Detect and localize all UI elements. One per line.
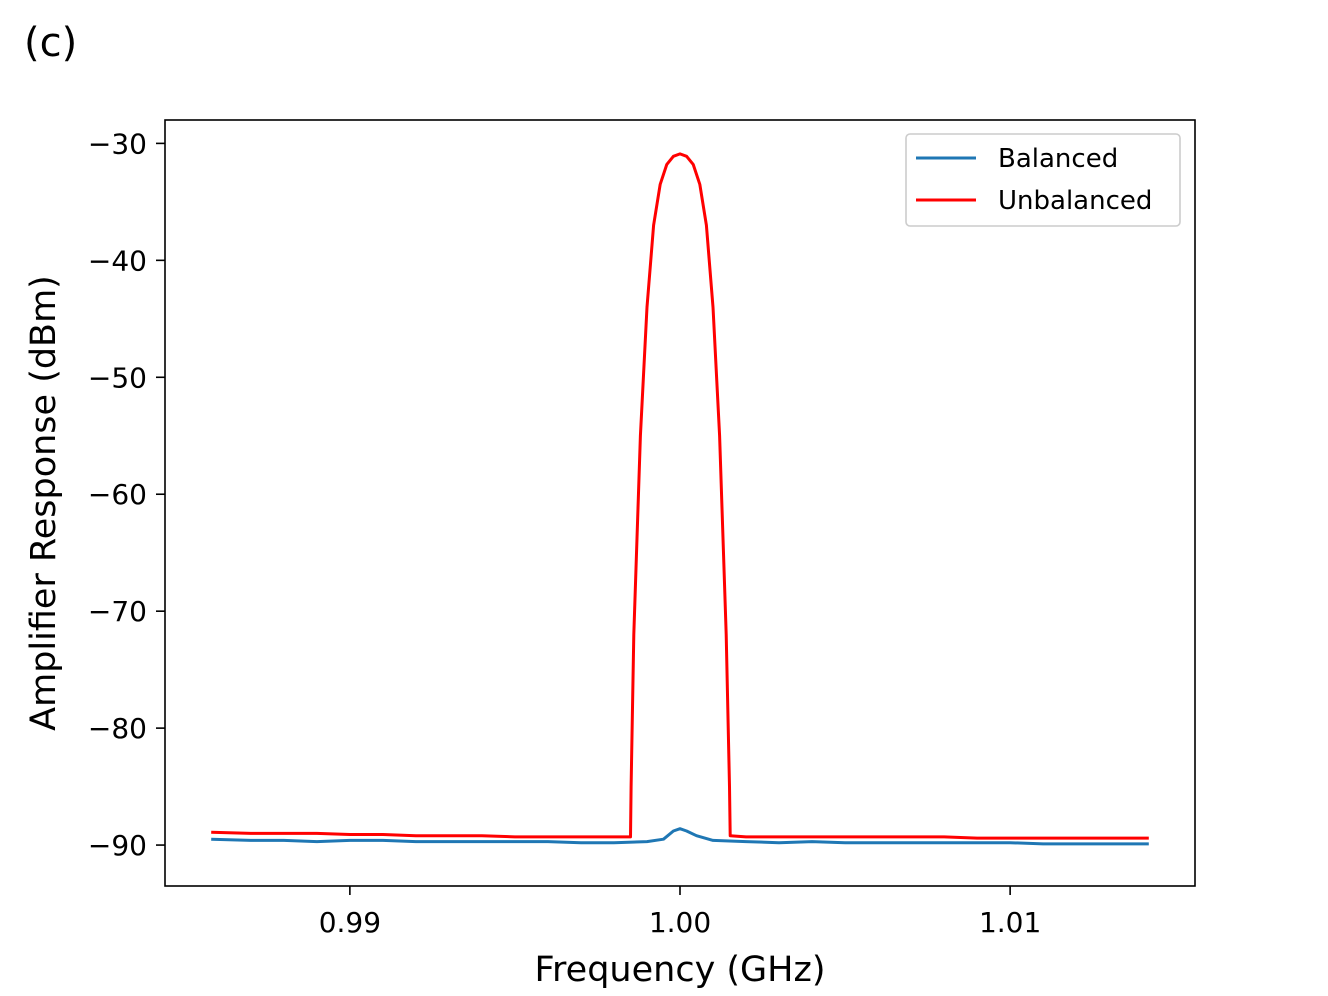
y-tick-label: −90 (88, 829, 147, 862)
series-layer (211, 152, 1149, 846)
x-tick-label: 0.99 (319, 906, 381, 939)
panel-label: (c) (24, 20, 78, 66)
x-axis-label: Frequency (GHz) (534, 950, 825, 990)
x-axis: 0.99 1.00 1.01 (319, 886, 1041, 939)
y-tick-label: −60 (88, 478, 147, 511)
y-tick-label: −30 (88, 127, 147, 160)
series-line-unbalanced (211, 152, 1149, 840)
y-tick-label: −40 (88, 244, 147, 277)
legend: Balanced Unbalanced (905, 133, 1181, 227)
x-tick-label: 1.01 (979, 906, 1041, 939)
plot-frame (164, 119, 1196, 887)
x-tick-label: 1.00 (649, 906, 711, 939)
y-tick-label: −50 (88, 361, 147, 394)
legend-label: Balanced (998, 144, 1118, 174)
y-tick-label: −80 (88, 712, 147, 745)
y-tick-label: −70 (88, 595, 147, 628)
y-axis: −90 −80 −70 −60 −50 −40 −30 (88, 127, 165, 862)
legend-label: Unbalanced (998, 186, 1152, 216)
series-line-balanced (211, 827, 1149, 846)
y-axis-label: Amplifier Response (dBm) (24, 275, 64, 731)
